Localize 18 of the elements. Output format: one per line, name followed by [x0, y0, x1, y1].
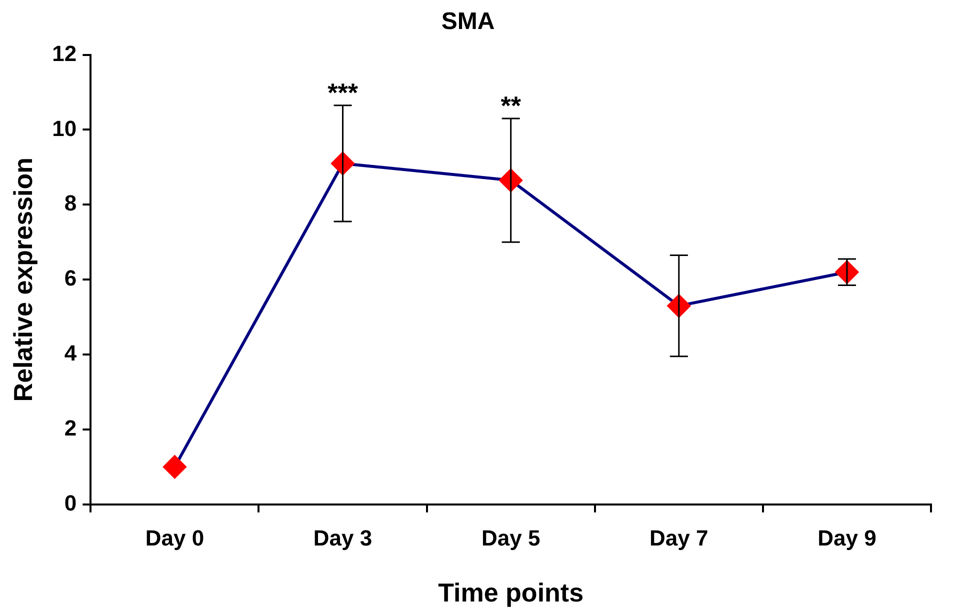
x-tick-label: Day 3: [313, 526, 372, 551]
y-tick-label: 2: [64, 416, 77, 441]
y-tick-label: 4: [64, 340, 78, 366]
y-tick-label: 6: [64, 266, 77, 291]
y-tick-label: 10: [52, 116, 77, 141]
y-tick-label: 0: [64, 490, 77, 516]
chart-title: SMA: [441, 8, 495, 36]
point: [163, 455, 186, 478]
y-axis-title: Relative expression: [8, 157, 38, 402]
annotation: **: [500, 90, 522, 121]
x-axis-title: Time points: [438, 578, 584, 608]
annotation: ***: [328, 78, 359, 108]
x-tick-label: Day 7: [650, 526, 708, 551]
y-tick-label: 8: [64, 190, 77, 216]
x-tick-label: Day 5: [481, 526, 540, 551]
y-tick-label: 12: [52, 40, 77, 66]
x-tick-label: Day 0: [145, 526, 204, 551]
x-tick-label: Day 9: [818, 526, 876, 551]
